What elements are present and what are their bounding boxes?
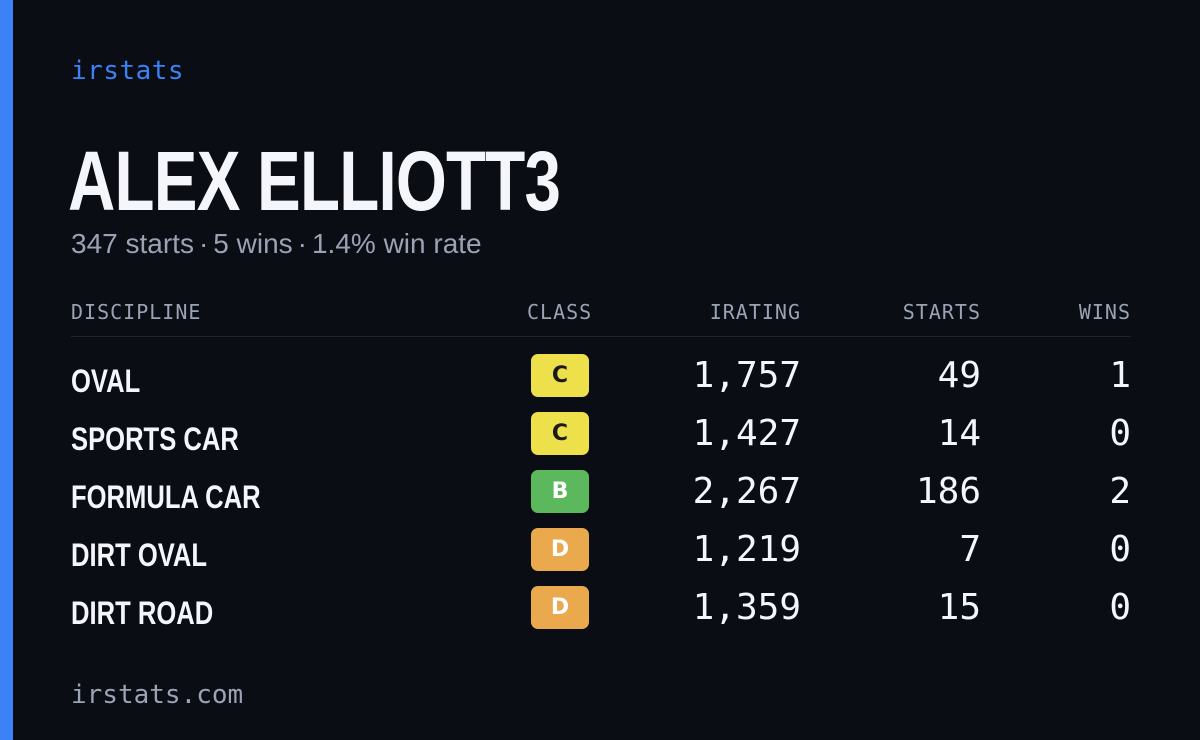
accent-bar <box>0 0 13 740</box>
table-row: DIRT ROAD D 1,359 15 0 <box>71 585 1131 643</box>
wins-value: 0 <box>1109 413 1131 454</box>
header-wins: WINS <box>1078 300 1131 324</box>
irating-value: 1,219 <box>692 529 801 570</box>
starts-value: 186 <box>915 471 981 512</box>
discipline-name: FORMULA CAR <box>71 479 261 515</box>
starts-summary: 347 starts <box>71 228 194 259</box>
irating-value: 1,427 <box>692 413 801 454</box>
discipline-name: DIRT ROAD <box>71 595 214 631</box>
discipline-name: DIRT OVAL <box>71 537 208 573</box>
table-row: DIRT OVAL D 1,219 7 0 <box>71 527 1131 585</box>
irating-value: 1,757 <box>692 355 801 396</box>
discipline-table: DISCIPLINE CLASS IRATING STARTS WINS OVA… <box>71 296 1131 631</box>
class-badge: B <box>531 470 589 513</box>
summary-separator: · <box>198 228 209 259</box>
wins-value: 0 <box>1109 529 1131 570</box>
wins-value: 0 <box>1109 587 1131 628</box>
table-row: SPORTS CAR C 1,427 14 0 <box>71 411 1131 469</box>
header-discipline: DISCIPLINE <box>71 300 202 324</box>
footer-url: irstats.com <box>71 680 244 710</box>
header-irating: IRATING <box>709 300 801 324</box>
starts-value: 49 <box>937 355 981 396</box>
class-badge: C <box>531 354 589 397</box>
starts-value: 15 <box>937 587 981 628</box>
starts-value: 14 <box>937 413 981 454</box>
irating-value: 2,267 <box>692 471 801 512</box>
starts-value: 7 <box>959 529 981 570</box>
discipline-name: OVAL <box>71 363 141 399</box>
table-row: FORMULA CAR B 2,267 186 2 <box>71 469 1131 527</box>
table-row: OVAL C 1,757 49 1 <box>71 353 1131 411</box>
summary-separator: · <box>297 228 307 259</box>
header-class: CLASS <box>527 300 593 324</box>
class-badge: D <box>531 528 589 571</box>
table-header: DISCIPLINE CLASS IRATING STARTS WINS <box>71 296 1131 337</box>
driver-name: ALEX ELLIOTT3 <box>68 134 561 228</box>
class-badge: C <box>531 412 589 455</box>
table-body: OVAL C 1,757 49 1 SPORTS CAR C 1,427 14 … <box>71 353 1131 643</box>
brand-label: irstats <box>71 56 185 86</box>
discipline-name: SPORTS CAR <box>71 421 239 457</box>
wins-value: 2 <box>1109 471 1131 512</box>
wins-summary: 5 wins <box>213 228 293 259</box>
class-badge: D <box>531 586 589 629</box>
driver-summary: 347 starts · 5 wins · 1.4% win rate <box>71 228 482 260</box>
header-starts: STARTS <box>902 300 981 324</box>
irating-value: 1,359 <box>692 587 801 628</box>
winrate-summary: 1.4% win rate <box>311 228 482 259</box>
wins-value: 1 <box>1109 355 1131 396</box>
